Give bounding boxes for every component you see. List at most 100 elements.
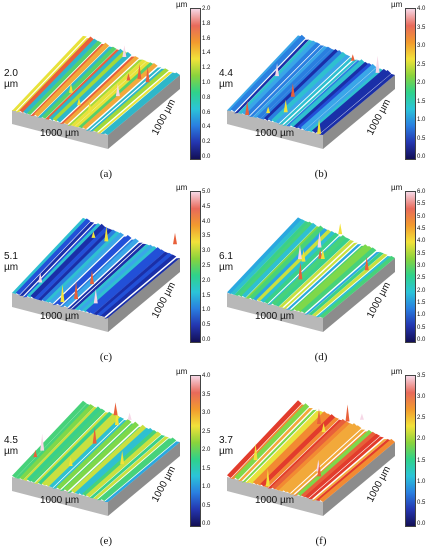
surface-peak — [126, 73, 131, 81]
surface-peak — [40, 433, 45, 451]
surface-stripe — [34, 42, 110, 117]
color-scale-bar — [190, 8, 201, 160]
scale-tick: 0.4 — [202, 124, 211, 131]
surface-peak — [350, 54, 355, 61]
surface-peak — [283, 99, 288, 113]
color-scale-bar — [190, 375, 201, 527]
surface-peak — [145, 66, 150, 83]
surface-stripe — [100, 437, 177, 502]
panel-d: 6.1 µm 1000 µm 1000 µm µm 6.0 5.5 5.0 4.5 4.0 3.5 3… — [215, 183, 429, 366]
surface-stripe — [267, 49, 343, 122]
surface-stripe — [74, 244, 151, 311]
surface-stripe — [82, 429, 158, 497]
surface-stripe — [19, 404, 95, 480]
surface-stripe — [234, 403, 310, 480]
surface-peak — [245, 100, 250, 116]
surface-stripe — [319, 73, 395, 135]
surface-peak — [265, 468, 270, 487]
surface-peak — [87, 100, 92, 113]
scale-tick: 2.5 — [417, 275, 426, 282]
scale-tick: 3.5 — [202, 233, 211, 240]
surface-peak — [338, 223, 343, 235]
surface-stripe — [275, 421, 351, 491]
surface-stripe — [19, 36, 95, 113]
surface-stripe — [45, 49, 121, 120]
scale-tick: 4.5 — [417, 226, 426, 232]
scale-tick: 3.0 — [417, 394, 426, 401]
surface-stripe — [89, 434, 166, 499]
surface-stripe — [249, 225, 325, 300]
scale-tick: 0.0 — [202, 154, 211, 160]
base-left-face — [12, 293, 108, 332]
surface-stripe — [297, 245, 373, 313]
scale-tick: 1.0 — [202, 80, 211, 86]
scale-tick: 3.5 — [202, 391, 211, 398]
panel-caption: (f) — [315, 535, 327, 547]
scale-tick: 0.0 — [202, 337, 211, 343]
surface-stripe — [89, 68, 166, 132]
scale-tick: 2.0 — [417, 287, 426, 294]
surface-stripe — [293, 61, 369, 129]
x-axis-label: 1000 µm — [255, 495, 295, 506]
surface-stripe — [263, 49, 340, 121]
scale-tick: 5.5 — [417, 201, 426, 208]
surface-plot — [227, 400, 395, 516]
surface-stripe — [319, 255, 395, 318]
surface-peak — [318, 249, 323, 259]
surface-stripe — [278, 423, 354, 492]
surface-stripe — [93, 436, 169, 500]
surface-peak — [104, 226, 109, 242]
surface-stripe — [289, 59, 366, 128]
surface-stripe — [267, 419, 343, 489]
surface-peak — [89, 270, 94, 285]
surface-stripe — [67, 59, 143, 127]
scale-tick: 3.0 — [202, 410, 211, 416]
surface-stripe — [238, 221, 313, 297]
scale-tick: 0.5 — [202, 322, 211, 329]
surface-stripe — [45, 414, 121, 487]
surface-stripe — [252, 228, 328, 301]
surface-peak — [137, 64, 142, 79]
surface-peak — [60, 284, 65, 303]
surface-stripe — [23, 38, 98, 114]
surface-stripe — [256, 46, 332, 119]
surface-peak — [253, 443, 258, 461]
scale-tick: 0.2 — [202, 139, 211, 146]
surface-stripe — [271, 234, 347, 306]
surface-peak — [359, 413, 364, 420]
surface-stripe — [48, 48, 125, 121]
scale-tick: 2.5 — [417, 61, 426, 68]
panel-e: 4.5 µm 1000 µm 1000 µm µm 4.0 3.5 3.0 2.5 2.0 1.5 1… — [0, 367, 214, 550]
surface-stripe — [100, 72, 177, 135]
scale-unit: µm — [391, 367, 403, 376]
surface-stripe — [304, 67, 381, 132]
surface-stripe — [104, 441, 180, 503]
surface-stripe — [12, 400, 87, 478]
surface-stripe — [297, 429, 373, 497]
surface-stripe — [63, 238, 139, 308]
scale-tick: 1.0 — [417, 312, 426, 319]
base-left-face — [227, 110, 323, 149]
surface-stripe — [297, 63, 373, 130]
surface-stripe — [71, 243, 147, 310]
scale-tick: 0.5 — [417, 135, 426, 142]
scale-tick: 1.5 — [202, 292, 211, 299]
scale-tick: 1.5 — [202, 465, 211, 472]
surface-stripe — [286, 425, 362, 494]
surface-stripe — [308, 252, 384, 316]
scale-tick: 1.8 — [202, 20, 211, 27]
surface-stripe — [34, 412, 110, 484]
surface-stripe — [238, 39, 313, 114]
surface-stripe — [37, 411, 113, 485]
surface-stripe — [311, 68, 388, 134]
surface-stripe — [252, 411, 328, 485]
scale-tick: 4.0 — [417, 238, 426, 245]
z-height-label: 2.0 µm — [4, 68, 19, 90]
surface-stripe — [78, 427, 154, 496]
surface-stripe — [15, 403, 91, 479]
scale-tick: 1.4 — [202, 50, 211, 57]
surface-stripe — [56, 51, 132, 123]
scale-tick: 2.0 — [417, 436, 426, 443]
base-left-face — [227, 477, 323, 516]
surface-stripe — [85, 431, 162, 498]
